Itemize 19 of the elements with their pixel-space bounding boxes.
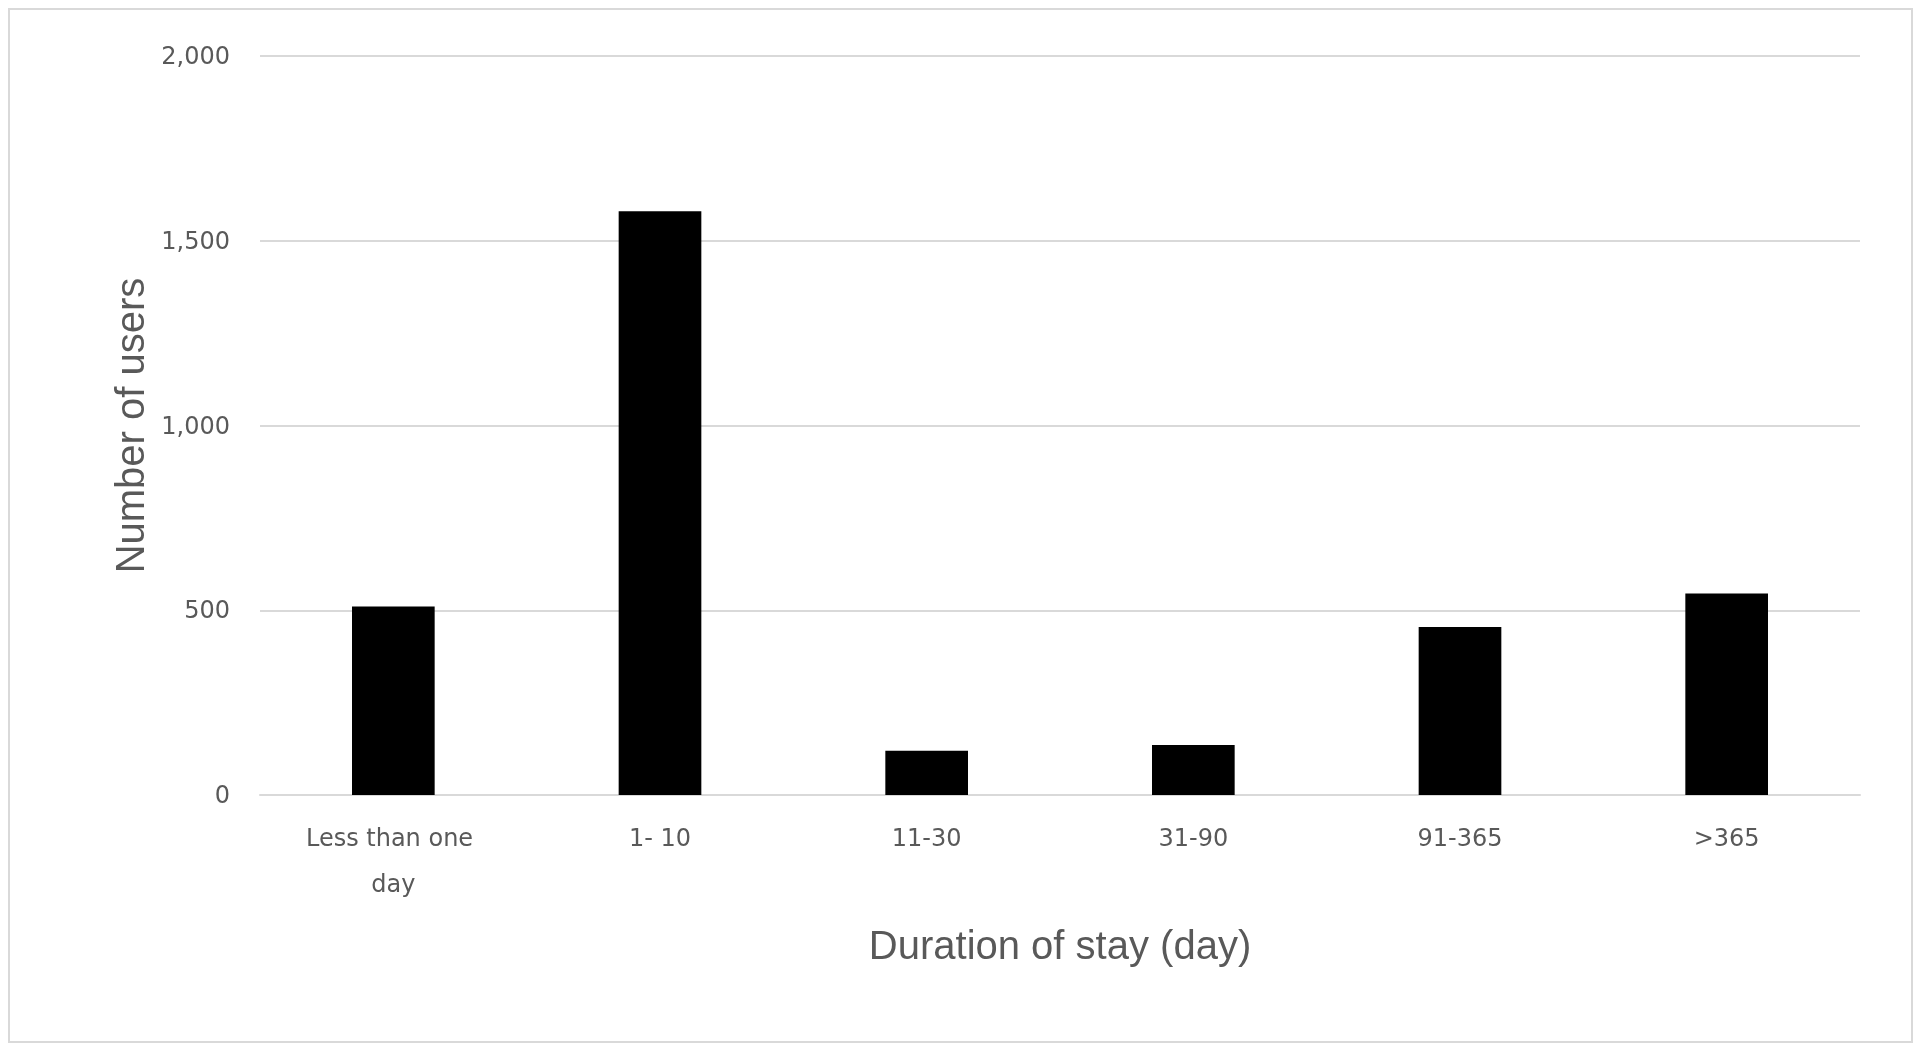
y-tick-label: 500: [184, 596, 230, 625]
x-tick-label: 31-90: [1158, 824, 1229, 852]
bar: [1418, 626, 1502, 795]
x-tick-label: 91-365: [1417, 824, 1503, 852]
bar: [618, 211, 702, 795]
y-tick-label: 2,000: [161, 42, 230, 70]
x-tick-label: 11-30: [891, 824, 962, 852]
y-axis-title: Number of users: [108, 277, 153, 574]
bar: [1685, 593, 1768, 795]
y-tick-label: 1,000: [161, 411, 230, 440]
bar: [885, 750, 968, 795]
bar: [1152, 745, 1235, 795]
x-axis-title: Duration of stay (day): [868, 923, 1252, 967]
bar: [352, 606, 435, 795]
y-tick-label: 1,500: [161, 226, 230, 255]
x-tick-label: 1- 10: [628, 824, 692, 852]
y-tick-label: 0: [214, 781, 230, 809]
x-tick-label: >365: [1693, 824, 1760, 852]
x-tick-label: Less than one day: [305, 824, 481, 898]
